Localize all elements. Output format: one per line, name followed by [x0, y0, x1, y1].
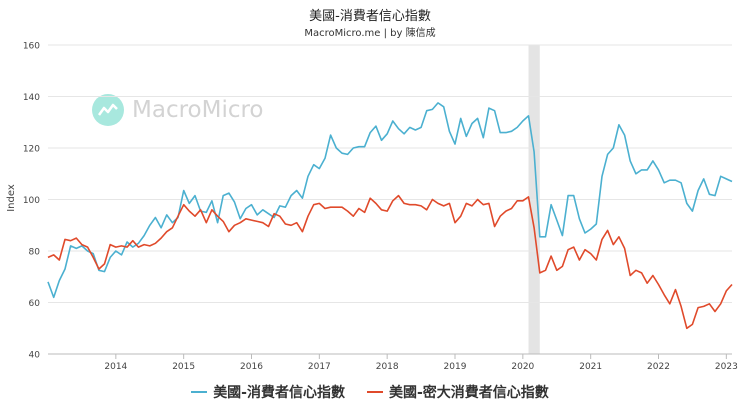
y-axis: 40 60 80 100 120 140 160 [23, 42, 40, 361]
x-axis: 2014 2015 2016 2017 2018 2019 2020 2021 2022 2023 [48, 354, 738, 372]
legend-swatch-series-2 [367, 391, 383, 393]
x-tick-label: 2016 [240, 362, 263, 372]
y-tick-label: 80 [29, 248, 41, 258]
x-tick-label: 2018 [376, 362, 399, 372]
x-tick-label: 2021 [579, 362, 602, 372]
chart-legend: 美國-消費者信心指數 美國-密大消費者信心指數 [0, 382, 740, 402]
y-tick-label: 40 [29, 351, 41, 361]
x-tick-label: 2022 [647, 362, 670, 372]
y-tick-label: 120 [23, 145, 40, 155]
x-tick-label: 2014 [104, 362, 127, 372]
series-line-2[interactable] [48, 196, 732, 329]
y-tick-label: 140 [23, 93, 40, 103]
y-tick-label: 100 [23, 196, 40, 206]
y-tick-label: 160 [23, 42, 40, 52]
legend-label-series-2: 美國-密大消費者信心指數 [389, 382, 549, 402]
legend-item-series-1[interactable]: 美國-消費者信心指數 [191, 382, 345, 402]
gridlines [48, 45, 732, 354]
legend-swatch-series-1 [191, 391, 207, 393]
x-tick-label: 2020 [511, 362, 534, 372]
x-tick-label: 2015 [172, 362, 195, 372]
legend-label-series-1: 美國-消費者信心指數 [213, 382, 345, 402]
series-layer [48, 103, 732, 328]
y-axis-label: Index [6, 184, 17, 212]
x-tick-label: 2019 [444, 362, 467, 372]
legend-item-series-2[interactable]: 美國-密大消費者信心指數 [367, 382, 549, 402]
y-tick-label: 60 [29, 299, 41, 309]
x-tick-label: 2023 [715, 362, 738, 372]
x-tick-label: 2017 [308, 362, 331, 372]
